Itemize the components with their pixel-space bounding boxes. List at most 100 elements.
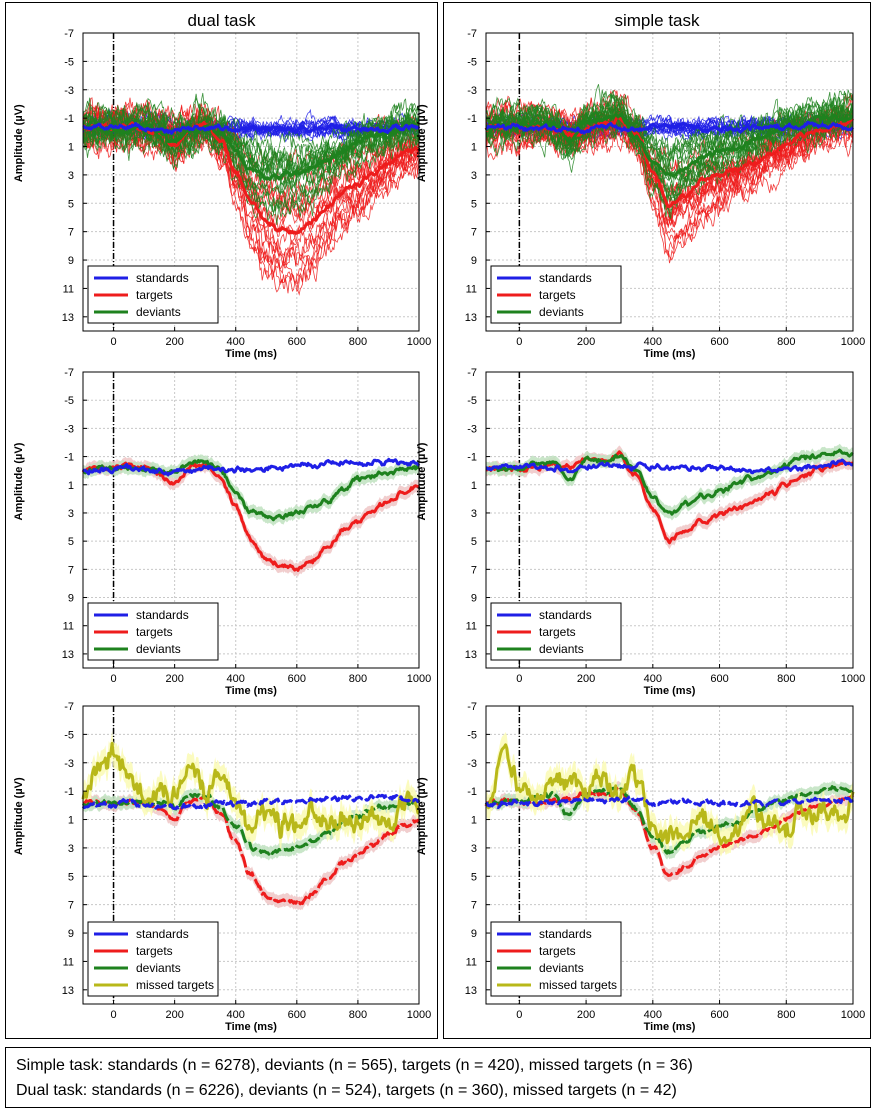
y-tick-label: 5 [68, 198, 74, 210]
y-tick-label: -3 [467, 423, 477, 435]
subject-trace-deviants [485, 84, 854, 207]
y-tick-label: -7 [467, 367, 477, 379]
series-missed-targets [484, 743, 855, 846]
x-tick-label: 400 [644, 1009, 662, 1021]
x-tick-label: 1000 [841, 1009, 865, 1021]
caption-dual-task: Dual task: standards (n = 6226), deviant… [16, 1082, 677, 1099]
x-tick-label: 0 [110, 1009, 116, 1021]
y-tick-label: 5 [471, 536, 477, 548]
y-tick-label: -3 [467, 85, 477, 97]
x-tick-label: 400 [227, 673, 245, 685]
x-tick-label: 0 [110, 336, 116, 348]
legend: standards targets deviants [87, 265, 219, 324]
y-tick-label: 3 [68, 843, 74, 855]
subject-trace-deviants [485, 92, 854, 219]
y-axis-label: Amplitude (µV) [13, 104, 25, 182]
series-deviants [484, 785, 854, 855]
y-tick-label: 7 [68, 227, 74, 239]
y-tick-label: -1 [64, 786, 74, 798]
x-tick-label: 1000 [841, 673, 865, 685]
legend: standards targets deviants missed targets [87, 921, 219, 997]
y-tick-label: 1 [68, 815, 74, 827]
legend-label-deviants: deviants [136, 305, 181, 319]
y-tick-label: -1 [64, 113, 74, 125]
series-standards [484, 795, 855, 810]
x-tick-label: 800 [777, 1009, 795, 1021]
legend-label-deviants: deviants [539, 642, 584, 656]
x-tick-label: 200 [577, 336, 595, 348]
legend: standards targets deviants [490, 265, 622, 324]
legend-label-targets: targets [136, 944, 173, 958]
x-tick-label: 1000 [407, 1009, 431, 1021]
x-tick-label: 200 [165, 336, 183, 348]
y-tick-label: -7 [64, 367, 74, 379]
legend: standards targets deviants missed targets [490, 921, 622, 997]
x-tick-label: 600 [710, 1009, 728, 1021]
y-axis-label: Amplitude (µV) [416, 777, 428, 855]
y-tick-label: 9 [471, 928, 477, 940]
y-tick-label: 9 [68, 928, 74, 940]
y-tick-label: -5 [64, 395, 74, 407]
y-tick-label: 13 [62, 649, 74, 661]
simple-task-title: simple task [614, 11, 700, 30]
confidence-band-targets [83, 790, 419, 911]
legend: standards targets deviants [490, 602, 622, 661]
x-tick-label: 800 [349, 336, 367, 348]
y-tick-label: 5 [471, 871, 477, 883]
x-tick-label: 800 [777, 336, 795, 348]
y-tick-label: 11 [466, 621, 477, 633]
legend-label-standards: standards [539, 608, 592, 622]
y-tick-label: -5 [64, 729, 74, 741]
y-tick-label: -7 [467, 701, 477, 713]
y-tick-label: -5 [467, 56, 477, 68]
y-tick-label: -5 [467, 395, 477, 407]
legend-label-targets: targets [136, 288, 173, 302]
legend-label-deviants: deviants [136, 642, 181, 656]
x-axis-label: Time (ms) [644, 685, 696, 697]
y-tick-label: -3 [64, 85, 74, 97]
legend-label-standards: standards [136, 271, 189, 285]
y-tick-label: -5 [467, 729, 477, 741]
x-tick-label: 0 [110, 673, 116, 685]
x-tick-label: 0 [516, 336, 522, 348]
confidence-band-targets [83, 456, 419, 577]
y-tick-label: -5 [64, 56, 74, 68]
x-tick-label: 800 [777, 673, 795, 685]
y-tick-label: 7 [68, 900, 74, 912]
y-tick-label: -3 [64, 423, 74, 435]
x-tick-label: 800 [349, 1009, 367, 1021]
legend-label-deviants: deviants [539, 961, 584, 975]
y-tick-label: 9 [68, 593, 74, 605]
y-tick-label: 9 [471, 593, 477, 605]
x-tick-label: 1000 [407, 673, 431, 685]
y-tick-label: -1 [467, 452, 477, 464]
subject-trace-deviants [82, 93, 420, 215]
subject-trace-deviants [82, 92, 420, 158]
series-targets [484, 785, 855, 877]
x-tick-label: 600 [288, 1009, 306, 1021]
series-standards [82, 121, 421, 135]
y-tick-label: 11 [63, 621, 74, 633]
x-tick-label: 200 [165, 673, 183, 685]
x-tick-label: 600 [710, 673, 728, 685]
caption-simple-task: Simple task: standards (n = 6278), devia… [16, 1057, 693, 1074]
y-tick-label: 1 [471, 480, 477, 492]
confidence-band-missed-targets [486, 732, 853, 857]
x-tick-label: 200 [165, 1009, 183, 1021]
y-tick-label: 3 [68, 170, 74, 182]
x-tick-label: 600 [288, 336, 306, 348]
y-tick-label: -7 [64, 701, 74, 713]
legend-label-deviants: deviants [136, 961, 181, 975]
y-tick-label: 1 [471, 142, 477, 154]
legend-label-standards: standards [539, 271, 592, 285]
x-axis-label: Time (ms) [225, 685, 277, 697]
y-tick-label: -3 [467, 758, 477, 770]
subject-trace-deviants [485, 111, 854, 203]
y-tick-label: 5 [68, 871, 74, 883]
y-tick-label: -7 [64, 28, 74, 40]
y-tick-label: 11 [63, 956, 74, 968]
